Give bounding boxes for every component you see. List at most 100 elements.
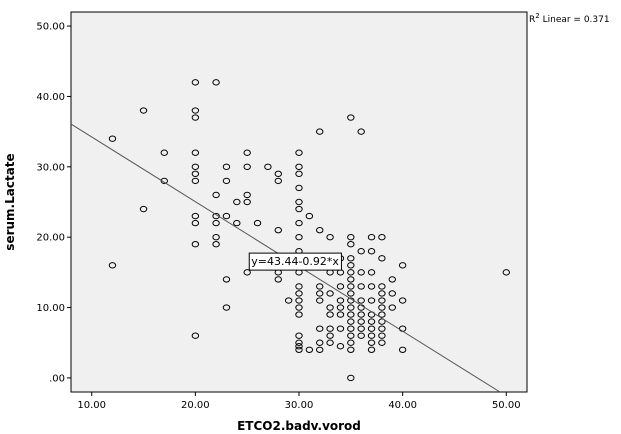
data-point: [367, 269, 376, 276]
x-axis: 10.00 20.00 30.00 40.00 50.00: [77, 392, 521, 411]
data-point: [243, 191, 251, 199]
data-point: [378, 332, 386, 339]
data-point: [222, 304, 231, 311]
data-point: [212, 219, 220, 227]
data-point: [316, 226, 324, 234]
data-point: [295, 149, 303, 156]
data-point: [191, 212, 200, 220]
data-point: [305, 346, 314, 353]
fit-label-box: [248, 252, 342, 271]
data-point: [295, 219, 303, 227]
data-point: [108, 262, 117, 269]
data-point: [388, 304, 396, 311]
data-point: [367, 339, 376, 346]
data-point: [212, 79, 220, 86]
data-point: [378, 325, 386, 332]
data-point: [295, 332, 303, 339]
data-point: [347, 325, 355, 332]
data-point: [243, 198, 251, 206]
data-point: [295, 297, 303, 304]
data-point: [316, 346, 324, 353]
data-point: [502, 269, 510, 276]
fit-label: y=43.44-0.92*x: [248, 252, 342, 271]
data-point: [336, 283, 345, 290]
data-point: [326, 332, 334, 339]
y-tick-label: 20.00: [36, 233, 65, 244]
data-point: [316, 290, 324, 297]
data-point: [357, 332, 365, 339]
y-tick-label: 50.00: [36, 22, 65, 33]
data-point: [367, 318, 376, 325]
data-point: [347, 276, 355, 283]
data-point: [295, 198, 303, 206]
data-point: [295, 346, 303, 353]
data-point: [233, 219, 241, 227]
data-point: [336, 343, 345, 350]
fit-label-text: y=43.44-0.92*x: [251, 255, 339, 268]
y-axis-title: serum.Lactate: [3, 153, 17, 250]
data-point: [357, 248, 365, 255]
data-point: [347, 346, 355, 353]
data-point: [378, 290, 386, 297]
data-point: [191, 170, 200, 178]
y-tick-label: 10.00: [36, 303, 65, 314]
data-point: [357, 325, 365, 332]
data-point: [357, 297, 365, 304]
x-tick-label: 20.00: [181, 400, 210, 411]
data-point: [295, 233, 303, 241]
data-point: [357, 311, 365, 318]
data-point: [264, 163, 272, 171]
data-point: [378, 283, 386, 290]
data-point: [326, 325, 334, 332]
data-point: [378, 304, 386, 311]
data-point: [243, 269, 251, 276]
data-point: [212, 233, 220, 241]
data-point: [326, 233, 334, 241]
data-point: [316, 128, 324, 135]
data-point: [347, 318, 355, 325]
data-point: [326, 304, 334, 311]
data-point: [295, 184, 303, 192]
data-point: [347, 311, 355, 318]
data-point: [367, 332, 376, 339]
data-point: [326, 290, 334, 297]
data-point: [295, 205, 303, 213]
data-point: [191, 114, 200, 121]
y-tick-label: 30.00: [36, 162, 65, 173]
data-point: [326, 311, 334, 318]
data-point: [295, 304, 303, 311]
r2-label: R2 Linear = 0.371: [529, 12, 610, 25]
data-point: [316, 297, 324, 304]
data-point: [388, 276, 396, 283]
data-point: [191, 241, 200, 248]
data-point: [139, 107, 148, 114]
data-point: [243, 163, 251, 171]
data-point: [336, 311, 345, 318]
data-point: [191, 79, 200, 86]
data-point: [274, 177, 282, 185]
data-point: [398, 297, 407, 304]
plot-area: [70, 11, 528, 393]
data-point: [191, 177, 200, 185]
data-point: [347, 233, 355, 241]
data-point: [222, 212, 231, 220]
data-point: [357, 269, 365, 276]
data-point: [336, 304, 345, 311]
data-point: [347, 332, 355, 339]
data-point: [295, 343, 303, 350]
data-point: [378, 311, 386, 318]
data-point: [378, 297, 386, 304]
data-point: [191, 163, 200, 171]
data-point: [367, 297, 376, 304]
data-point: [398, 346, 407, 353]
data-point: [295, 170, 303, 178]
data-point: [378, 255, 386, 262]
data-point: [357, 283, 365, 290]
y-tick-label: .00: [49, 373, 65, 384]
data-point: [347, 290, 355, 297]
data-point: [305, 212, 314, 220]
data-point: [347, 339, 355, 346]
data-point: [336, 297, 345, 304]
data-point: [274, 226, 282, 234]
